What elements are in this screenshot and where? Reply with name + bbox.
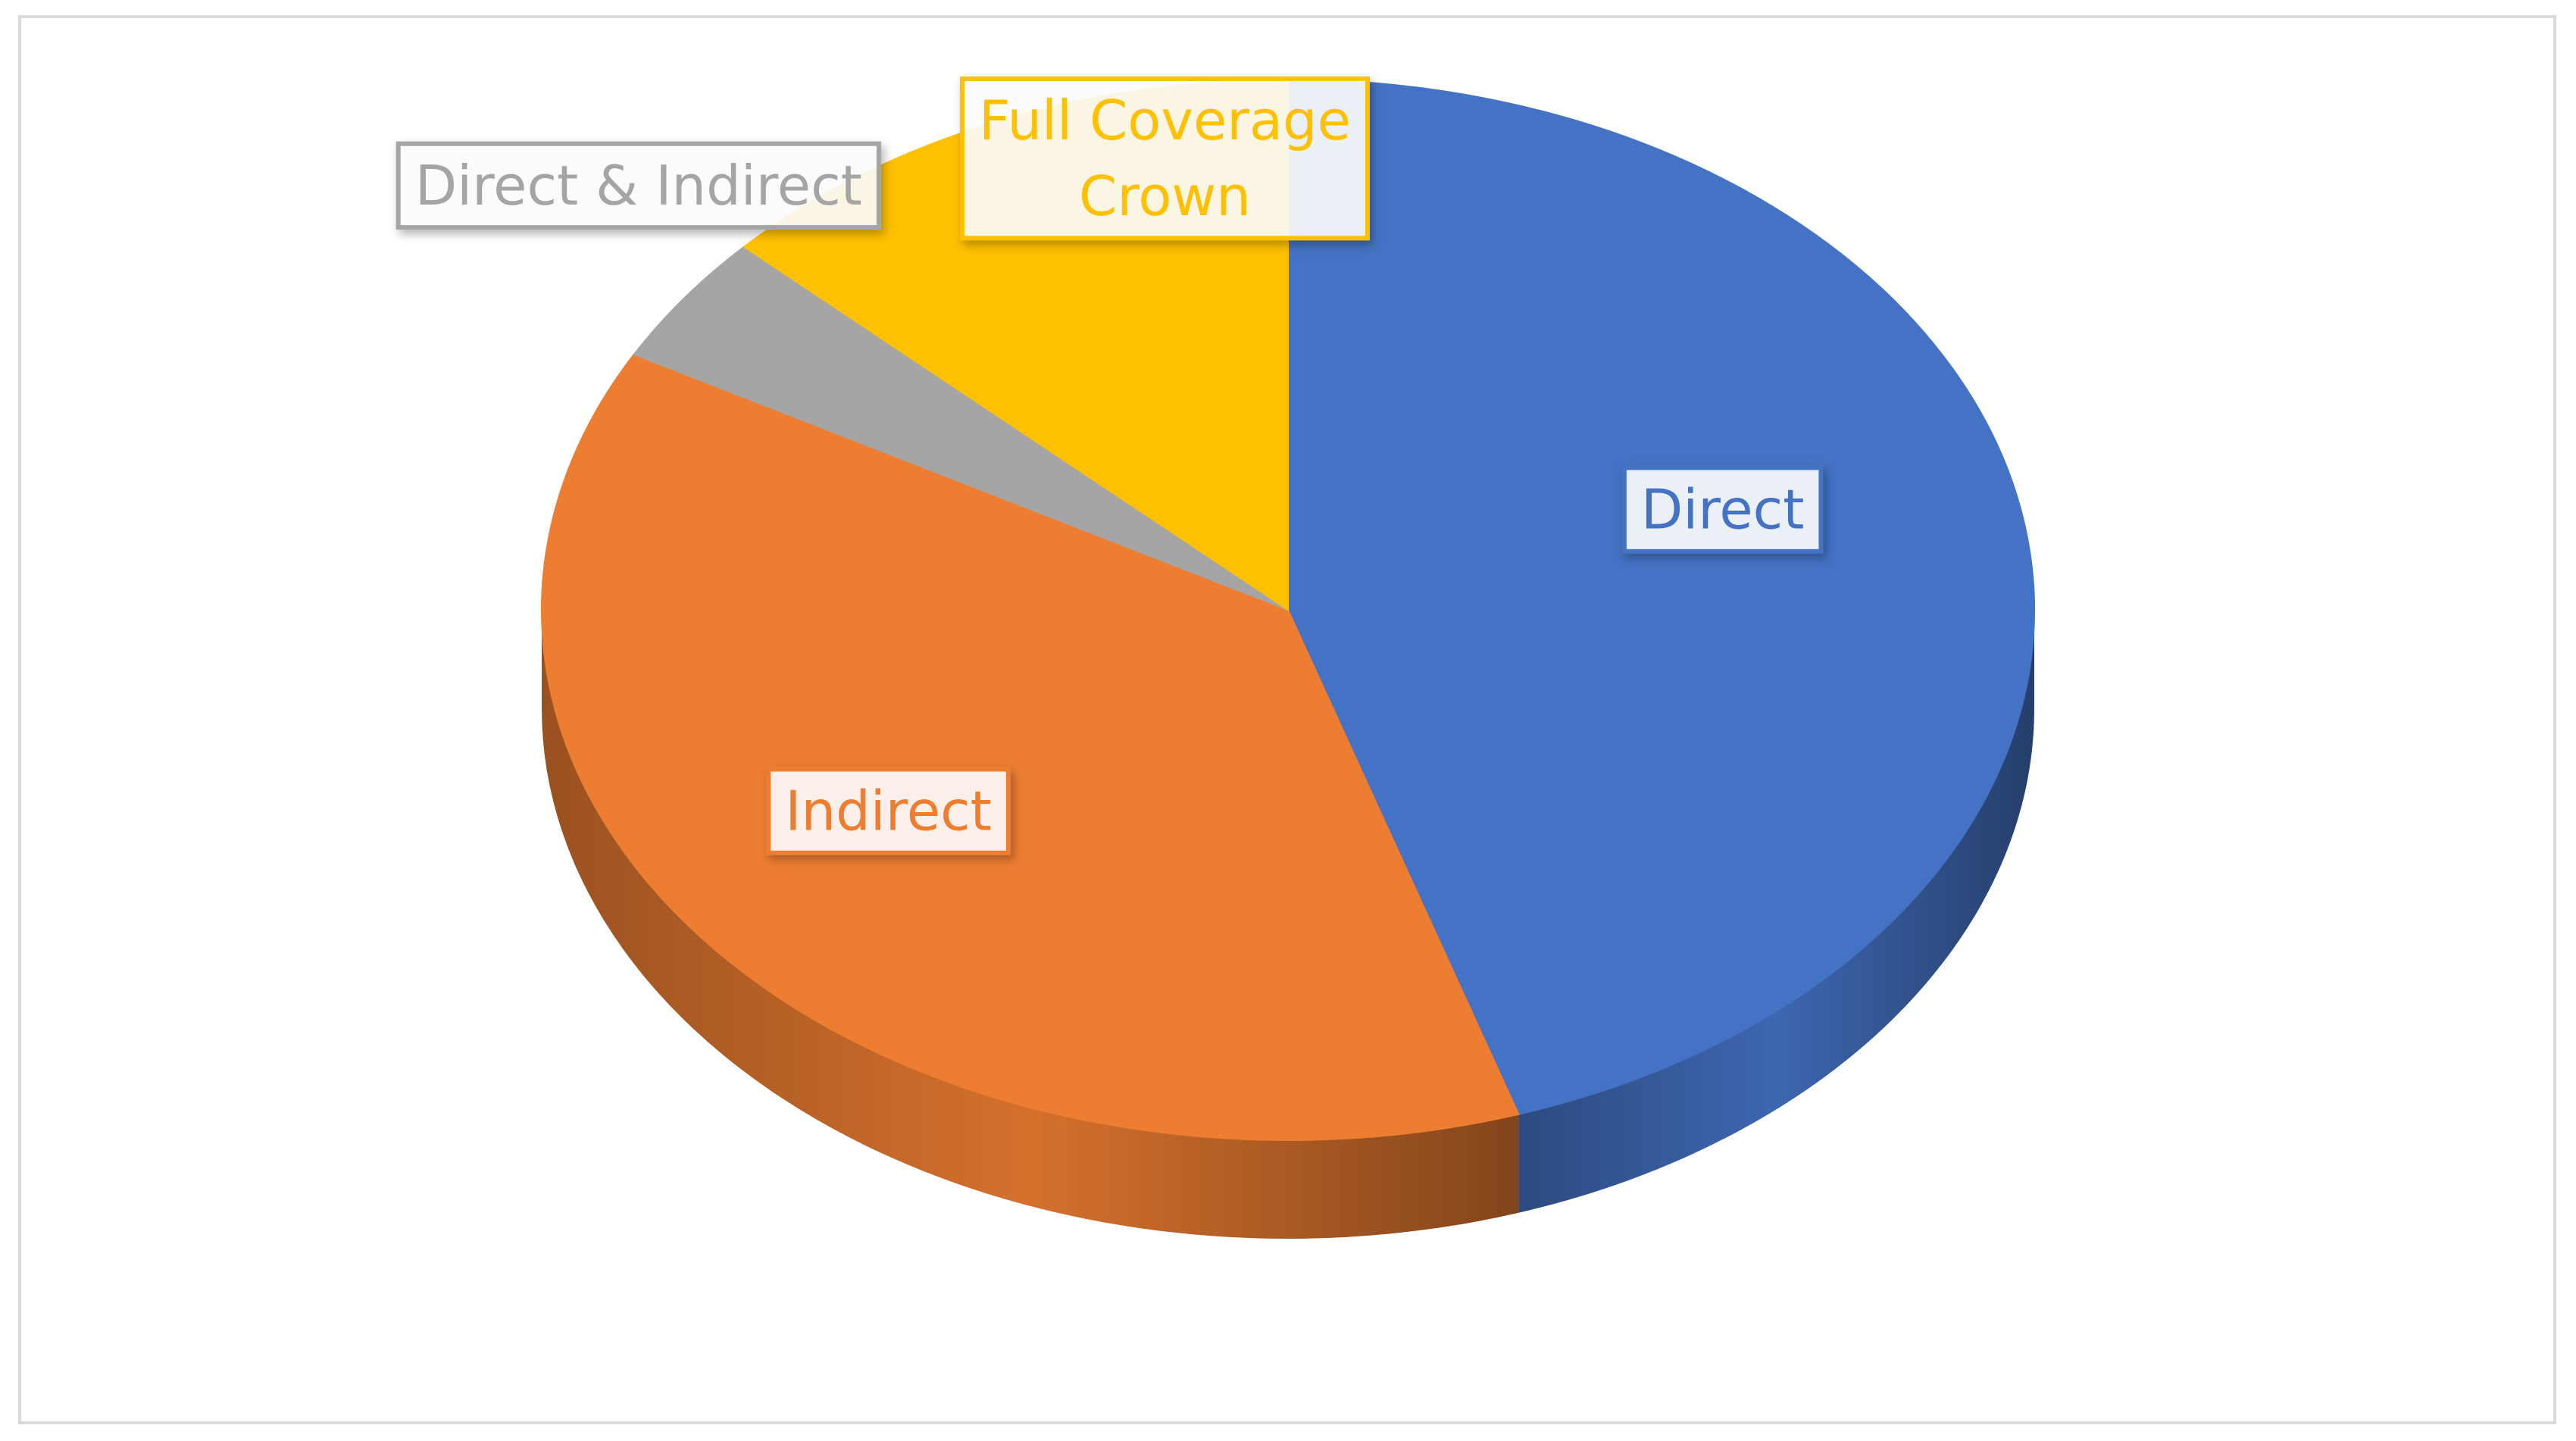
pie-slice-indirect bbox=[541, 353, 1520, 1141]
pie-side-shade-direct bbox=[1518, 610, 2034, 1213]
pie-label-full-coverage-crown: Full Coverage Crown bbox=[960, 76, 1370, 241]
pie-label-box-direct-and-indirect bbox=[395, 141, 881, 230]
pie-label-layer: Direct Indirect Direct & Indirect Full Cove… bbox=[395, 76, 1824, 855]
pie-label-direct: Direct bbox=[1621, 465, 1824, 554]
pie-label-box-indirect bbox=[766, 767, 1011, 855]
pie-label-text-direct-and-indirect: Direct & Indirect bbox=[415, 154, 862, 217]
pie-side-layer bbox=[542, 610, 2034, 1239]
pie-slice-direct bbox=[1287, 78, 2035, 1115]
pie-label-indirect: Indirect bbox=[766, 767, 1011, 855]
pie-slice-direct-and-indirect bbox=[633, 245, 1289, 611]
pie-side-shade-indirect bbox=[542, 610, 1519, 1239]
pie-label-text-direct: Direct bbox=[1641, 478, 1805, 542]
pie-label-box-full-coverage-crown bbox=[960, 76, 1370, 241]
pie-label-text-full-coverage-crown-2: Crown bbox=[1079, 164, 1251, 228]
pie-label-direct-and-indirect: Direct & Indirect bbox=[395, 141, 881, 230]
pie-label-text-full-coverage-crown-1: Full Coverage bbox=[979, 89, 1351, 152]
pie-label-text-indirect: Indirect bbox=[785, 780, 992, 843]
pie-label-box-direct bbox=[1621, 465, 1824, 554]
